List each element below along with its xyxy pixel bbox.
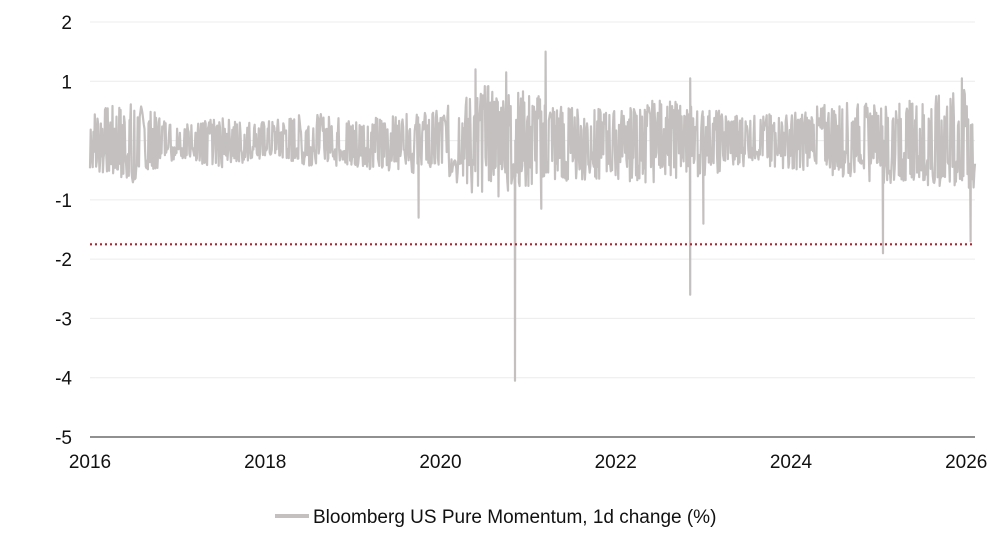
- gridlines: [90, 21, 975, 379]
- y-tick-label: -3: [55, 309, 72, 330]
- series-line: [88, 50, 977, 382]
- y-tick-label: -1: [55, 191, 72, 212]
- legend-label: Bloomberg US Pure Momentum, 1d change (%…: [313, 507, 716, 528]
- legend: Bloomberg US Pure Momentum, 1d change (%…: [275, 507, 716, 528]
- series-momentum: [88, 50, 977, 382]
- x-tick-label: 2018: [244, 452, 286, 473]
- x-tick-label: 2020: [419, 452, 461, 473]
- y-tick-label: -5: [55, 428, 72, 449]
- x-tick-label: 2022: [595, 452, 637, 473]
- y-tick-label: 2: [61, 13, 72, 34]
- x-tick-label: 2016: [69, 452, 111, 473]
- x-tick-label: 2024: [770, 452, 813, 473]
- y-tick-label: -4: [55, 369, 72, 390]
- x-axis-ticks: 2016 2018 2020 2022 2024 2026: [69, 452, 988, 473]
- x-tick-label: 2026: [945, 452, 987, 473]
- y-tick-label: 1: [61, 72, 72, 93]
- y-axis-ticks: 2 1 -1 -2 -3 -4 -5: [55, 13, 72, 449]
- y-tick-label: -2: [55, 250, 72, 271]
